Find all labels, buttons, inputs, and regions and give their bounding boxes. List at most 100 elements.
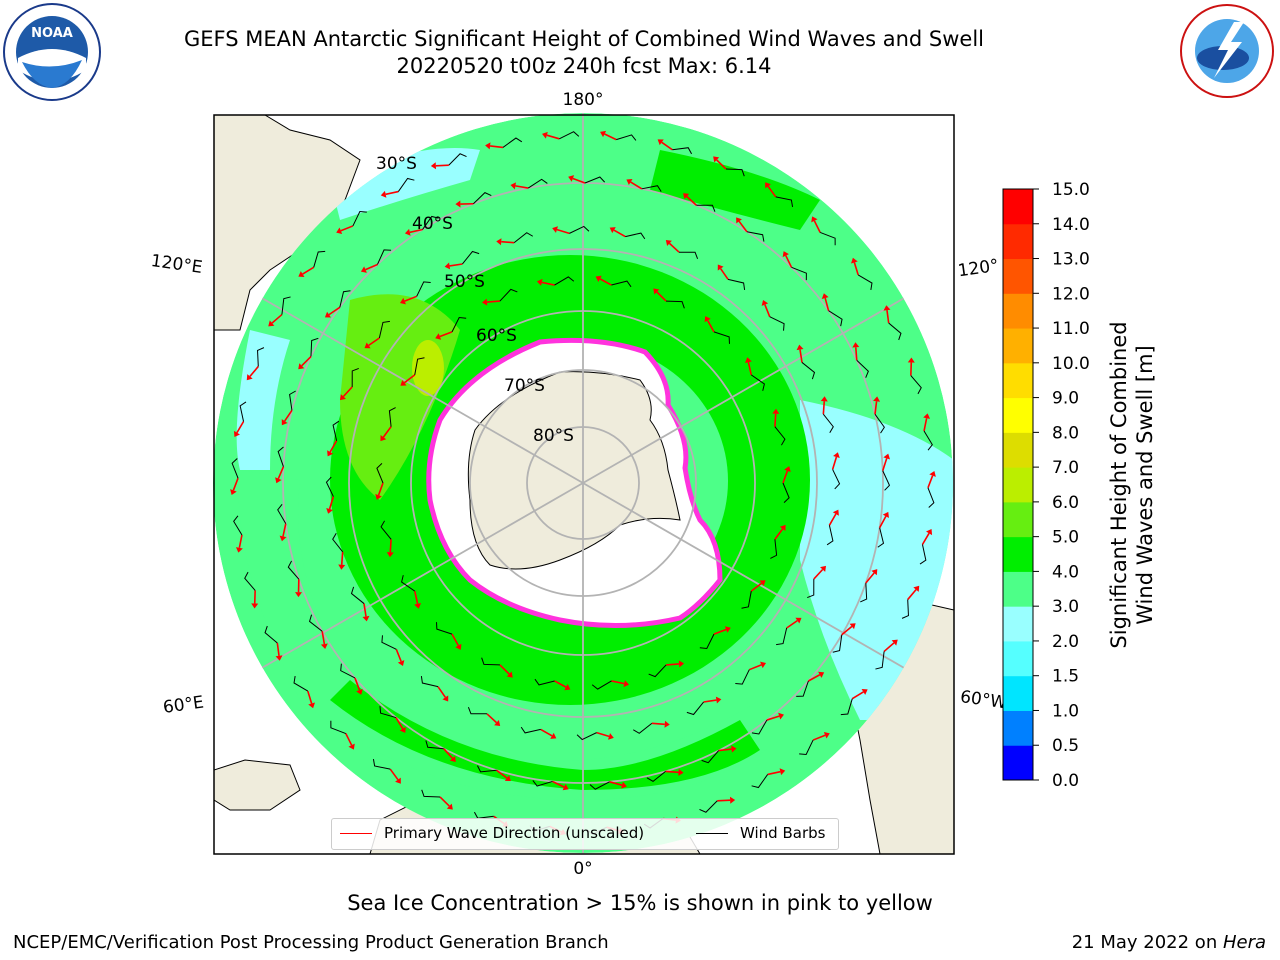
wind-barb [332,420,340,441]
wave-arrowhead [717,264,724,271]
wave-arrowhead [923,413,931,419]
wave-arrow [382,426,392,438]
wave-arrowhead [327,450,334,457]
wave-arrow [546,134,560,140]
wind-barb [569,225,590,234]
wave-arrowhead [665,239,672,246]
wind-barb [807,579,815,599]
wave-arrow [301,355,312,367]
wave-arrow [599,278,612,286]
wave-arrowhead [444,262,451,270]
wave-arrowhead [326,508,333,514]
wave-arrow [611,680,625,685]
wave-arrow [365,263,378,271]
wave-arrow [927,475,934,489]
wind-barb [513,232,534,244]
wind-barb [923,430,933,451]
wave-arrowhead [246,374,253,381]
wind-barb [257,347,265,367]
wind-barb [741,591,752,609]
wave-arrow [716,159,727,170]
wave-arrow [556,228,570,235]
wave-arrowhead [820,565,827,572]
wind-barb [388,407,396,427]
wave-arrowhead [713,156,720,163]
wind-barb [701,750,720,764]
wave-arrowhead [308,702,315,709]
wind-barb [325,476,334,497]
wave-arrowhead [765,182,771,189]
wave-arrowhead [496,238,502,246]
wave-arrow [812,734,826,741]
wind-barb [462,250,480,265]
wave-arrow [489,145,504,149]
wave-arrowhead [233,430,240,438]
wave-arrowhead [782,251,789,258]
wave-arrow [276,642,280,656]
wave-arrowhead [235,547,243,553]
wave-arrowhead [362,615,370,622]
wave-arrowhead [348,743,355,750]
wind-barb [277,446,284,467]
wave-arrowhead [778,712,784,720]
wind-barb [828,310,843,327]
wind-barb [414,357,425,375]
wind-barb [791,266,807,281]
svg-text:Significant Height of Combined: Significant Height of Combined [1107,321,1131,648]
wave-arrowhead [779,768,786,776]
map-legend: Primary Wave Direction (unscaled) Wind B… [331,818,839,850]
chart-title: GEFS MEAN Antarctic Significant Height o… [183,27,985,51]
wave-arrowhead [744,357,752,363]
wave-arrow [609,781,623,786]
wind-barb [451,317,467,333]
wave-arrowhead [481,298,488,306]
footer-date: 21 May 2022 on Hera [1071,932,1266,953]
wave-arrow [713,628,727,635]
wave-arrow [377,482,384,496]
wind-barb [860,583,868,603]
wave-arrowhead [320,643,328,649]
wave-arrowhead [851,257,858,264]
wind-barb [751,774,769,789]
wave-arrowhead [336,227,343,235]
wave-arrow [855,347,858,361]
wave-arrow [851,691,864,700]
wave-arrow [828,513,837,526]
wave-arrowhead [729,796,736,804]
wind-barb [832,469,841,490]
wave-arrowhead [298,363,305,370]
wave-arrowhead [446,803,453,810]
wind-barb [746,231,765,242]
wind-barb [554,276,575,286]
wind-barb [591,680,612,690]
wave-arrowhead [380,190,387,198]
wind-barb [559,131,580,140]
wind-barb [769,316,785,331]
wave-arrow [666,663,680,666]
wave-direction-swatch [340,833,372,834]
lon-label-0: 0° [573,859,592,879]
wave-arrowhead [849,623,856,630]
wave-arrowhead [414,603,422,609]
wave-arrowhead [386,552,394,558]
wind-barb [796,680,809,697]
wind-barb [527,178,548,189]
wind-barb [713,331,730,344]
wave-arrow [813,568,824,580]
svg-text:Wind Waves and Swell [m]: Wind Waves and Swell [m] [1133,345,1157,625]
wind-barb [244,571,256,591]
wave-arrow [782,470,789,484]
wind-barb [775,196,794,208]
wave-arrow [552,780,565,788]
svg-text:NOAA: NOAA [31,26,73,41]
wave-arrow [404,295,418,302]
wind-barb [379,706,397,719]
wave-arrowhead [883,453,891,460]
wave-arrowhead [275,477,282,484]
wave-arrowhead [736,217,742,224]
lon-label-120e: 120°E [150,251,204,278]
wind-barb [632,722,653,734]
wave-arrowhead [608,733,614,740]
wind-barb [308,614,323,632]
lat-label: 60°S [476,326,517,346]
